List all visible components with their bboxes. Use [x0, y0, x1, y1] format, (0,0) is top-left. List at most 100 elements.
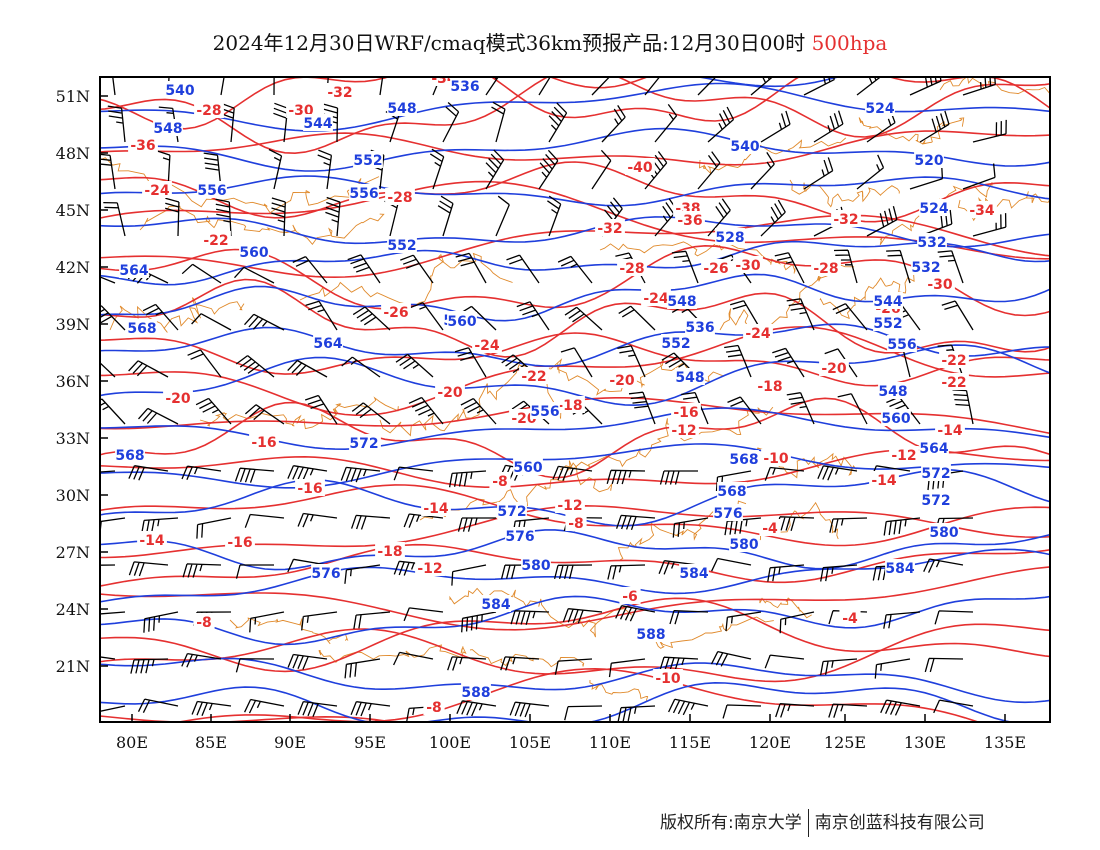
- wind-barb: [813, 110, 844, 143]
- wind-barb: [219, 102, 235, 143]
- wind-barb: [181, 652, 222, 668]
- temperature-label: -10: [655, 671, 681, 687]
- temperature-label: -12: [557, 498, 582, 514]
- height-label-bg: [127, 319, 157, 336]
- temperature-label: -14: [423, 501, 449, 517]
- wind-barb: [941, 300, 974, 331]
- lat-label: 36N: [56, 372, 90, 391]
- temperature-label: -6: [622, 589, 638, 605]
- temperature-label-bg: [967, 201, 997, 218]
- wind-barb: [268, 148, 283, 190]
- wind-barb: [668, 698, 709, 716]
- wind-barb: [617, 705, 656, 722]
- wind-barb: [681, 391, 709, 425]
- lon-label: 100E: [429, 733, 471, 752]
- wind-barb: [803, 157, 834, 190]
- height-label: 532: [917, 235, 946, 251]
- wind-barb: [350, 514, 391, 530]
- wind-barb: [829, 517, 868, 533]
- height-label-bg: [713, 504, 743, 521]
- height-label: 544: [303, 116, 332, 132]
- wind-barb: [628, 391, 656, 425]
- wind-barb: [538, 77, 551, 96]
- wind-barb: [883, 517, 921, 536]
- wind-barb: [142, 303, 179, 331]
- temperature-label: -4: [762, 521, 778, 537]
- wind-barb: [538, 149, 559, 190]
- temperature-label: -14: [871, 473, 897, 489]
- wind-barb: [547, 195, 562, 237]
- border-line: [759, 597, 812, 619]
- height-contour-line: [100, 82, 1050, 132]
- height-label-bg: [667, 292, 697, 309]
- longitude-axis: 80E 85E 90E 95E 100E 105E 110E 115E 120E 125E 130E…: [116, 714, 1026, 752]
- wind-barb: [886, 249, 911, 284]
- temperature-label-bg: [423, 698, 445, 715]
- wind-barb: [455, 252, 487, 284]
- wind-barb: [659, 656, 699, 672]
- wind-barb: [100, 517, 126, 536]
- wind-barb: [564, 705, 603, 721]
- temperature-label-bg: [675, 211, 705, 228]
- height-label: 560: [447, 314, 476, 330]
- wind-barb: [760, 110, 791, 143]
- wind-barb: [764, 466, 805, 481]
- lat-label: 21N: [56, 657, 90, 676]
- temperature-label: -12: [891, 448, 916, 464]
- temperature-label-bg: [811, 259, 841, 276]
- height-label: 564: [919, 441, 948, 457]
- height-label-bg: [919, 199, 949, 216]
- lat-label: 30N: [56, 486, 90, 505]
- footer-left: 版权所有:南京大学: [660, 813, 802, 833]
- wind-barb: [554, 658, 593, 675]
- height-label-bg: [878, 382, 908, 399]
- height-label-bg: [636, 625, 666, 642]
- temperature-label-bg: [193, 613, 215, 630]
- wind-barb: [820, 564, 858, 582]
- wind-barb: [128, 561, 169, 577]
- wind-barb: [460, 398, 497, 425]
- temperature-label-bg: [421, 499, 451, 516]
- border-line: [109, 297, 245, 333]
- temperature-label: -20: [821, 361, 847, 377]
- height-label-bg: [461, 683, 491, 700]
- lat-label: 24N: [56, 600, 90, 619]
- temperature-label: -28: [196, 103, 221, 119]
- temperature-label-bg: [755, 377, 785, 394]
- border-line: [318, 644, 467, 663]
- border-line: [589, 679, 649, 701]
- height-label-bg: [387, 236, 417, 253]
- temperature-label-bg: [935, 421, 965, 438]
- temperature-label: -30: [927, 277, 953, 293]
- wind-barb: [661, 352, 699, 378]
- height-label: 552: [353, 153, 382, 169]
- temperature-label-bg: [761, 449, 791, 466]
- temperature-label: -16: [227, 535, 252, 551]
- wind-barb: [181, 465, 222, 481]
- wind-barb: [182, 563, 222, 578]
- wind-barb: [344, 564, 381, 584]
- wind-barb: [454, 347, 487, 378]
- temperature-label: -22: [521, 369, 546, 385]
- temperature-label-bg: [381, 303, 411, 320]
- temperature-label: -22: [203, 233, 228, 249]
- wind-barb: [447, 656, 487, 671]
- temperature-label: -22: [941, 353, 966, 369]
- wind-barb: [707, 106, 735, 143]
- border-line: [139, 205, 385, 246]
- wind-barb: [112, 77, 116, 96]
- height-label: 580: [929, 525, 958, 541]
- height-label-bg: [153, 119, 183, 136]
- height-label: 584: [481, 597, 510, 613]
- temperature-contour-line: [100, 397, 1050, 479]
- wind-barb: [273, 102, 289, 143]
- wind-barb: [400, 254, 434, 284]
- wind-barb: [924, 657, 964, 673]
- wind-barb: [491, 101, 506, 143]
- height-label-bg: [481, 595, 511, 612]
- wind-barb: [287, 465, 328, 482]
- height-contour-line: [100, 175, 1050, 207]
- wind-barb: [591, 149, 612, 190]
- temperature-label-bg: [869, 471, 899, 488]
- wind-barb: [866, 206, 898, 237]
